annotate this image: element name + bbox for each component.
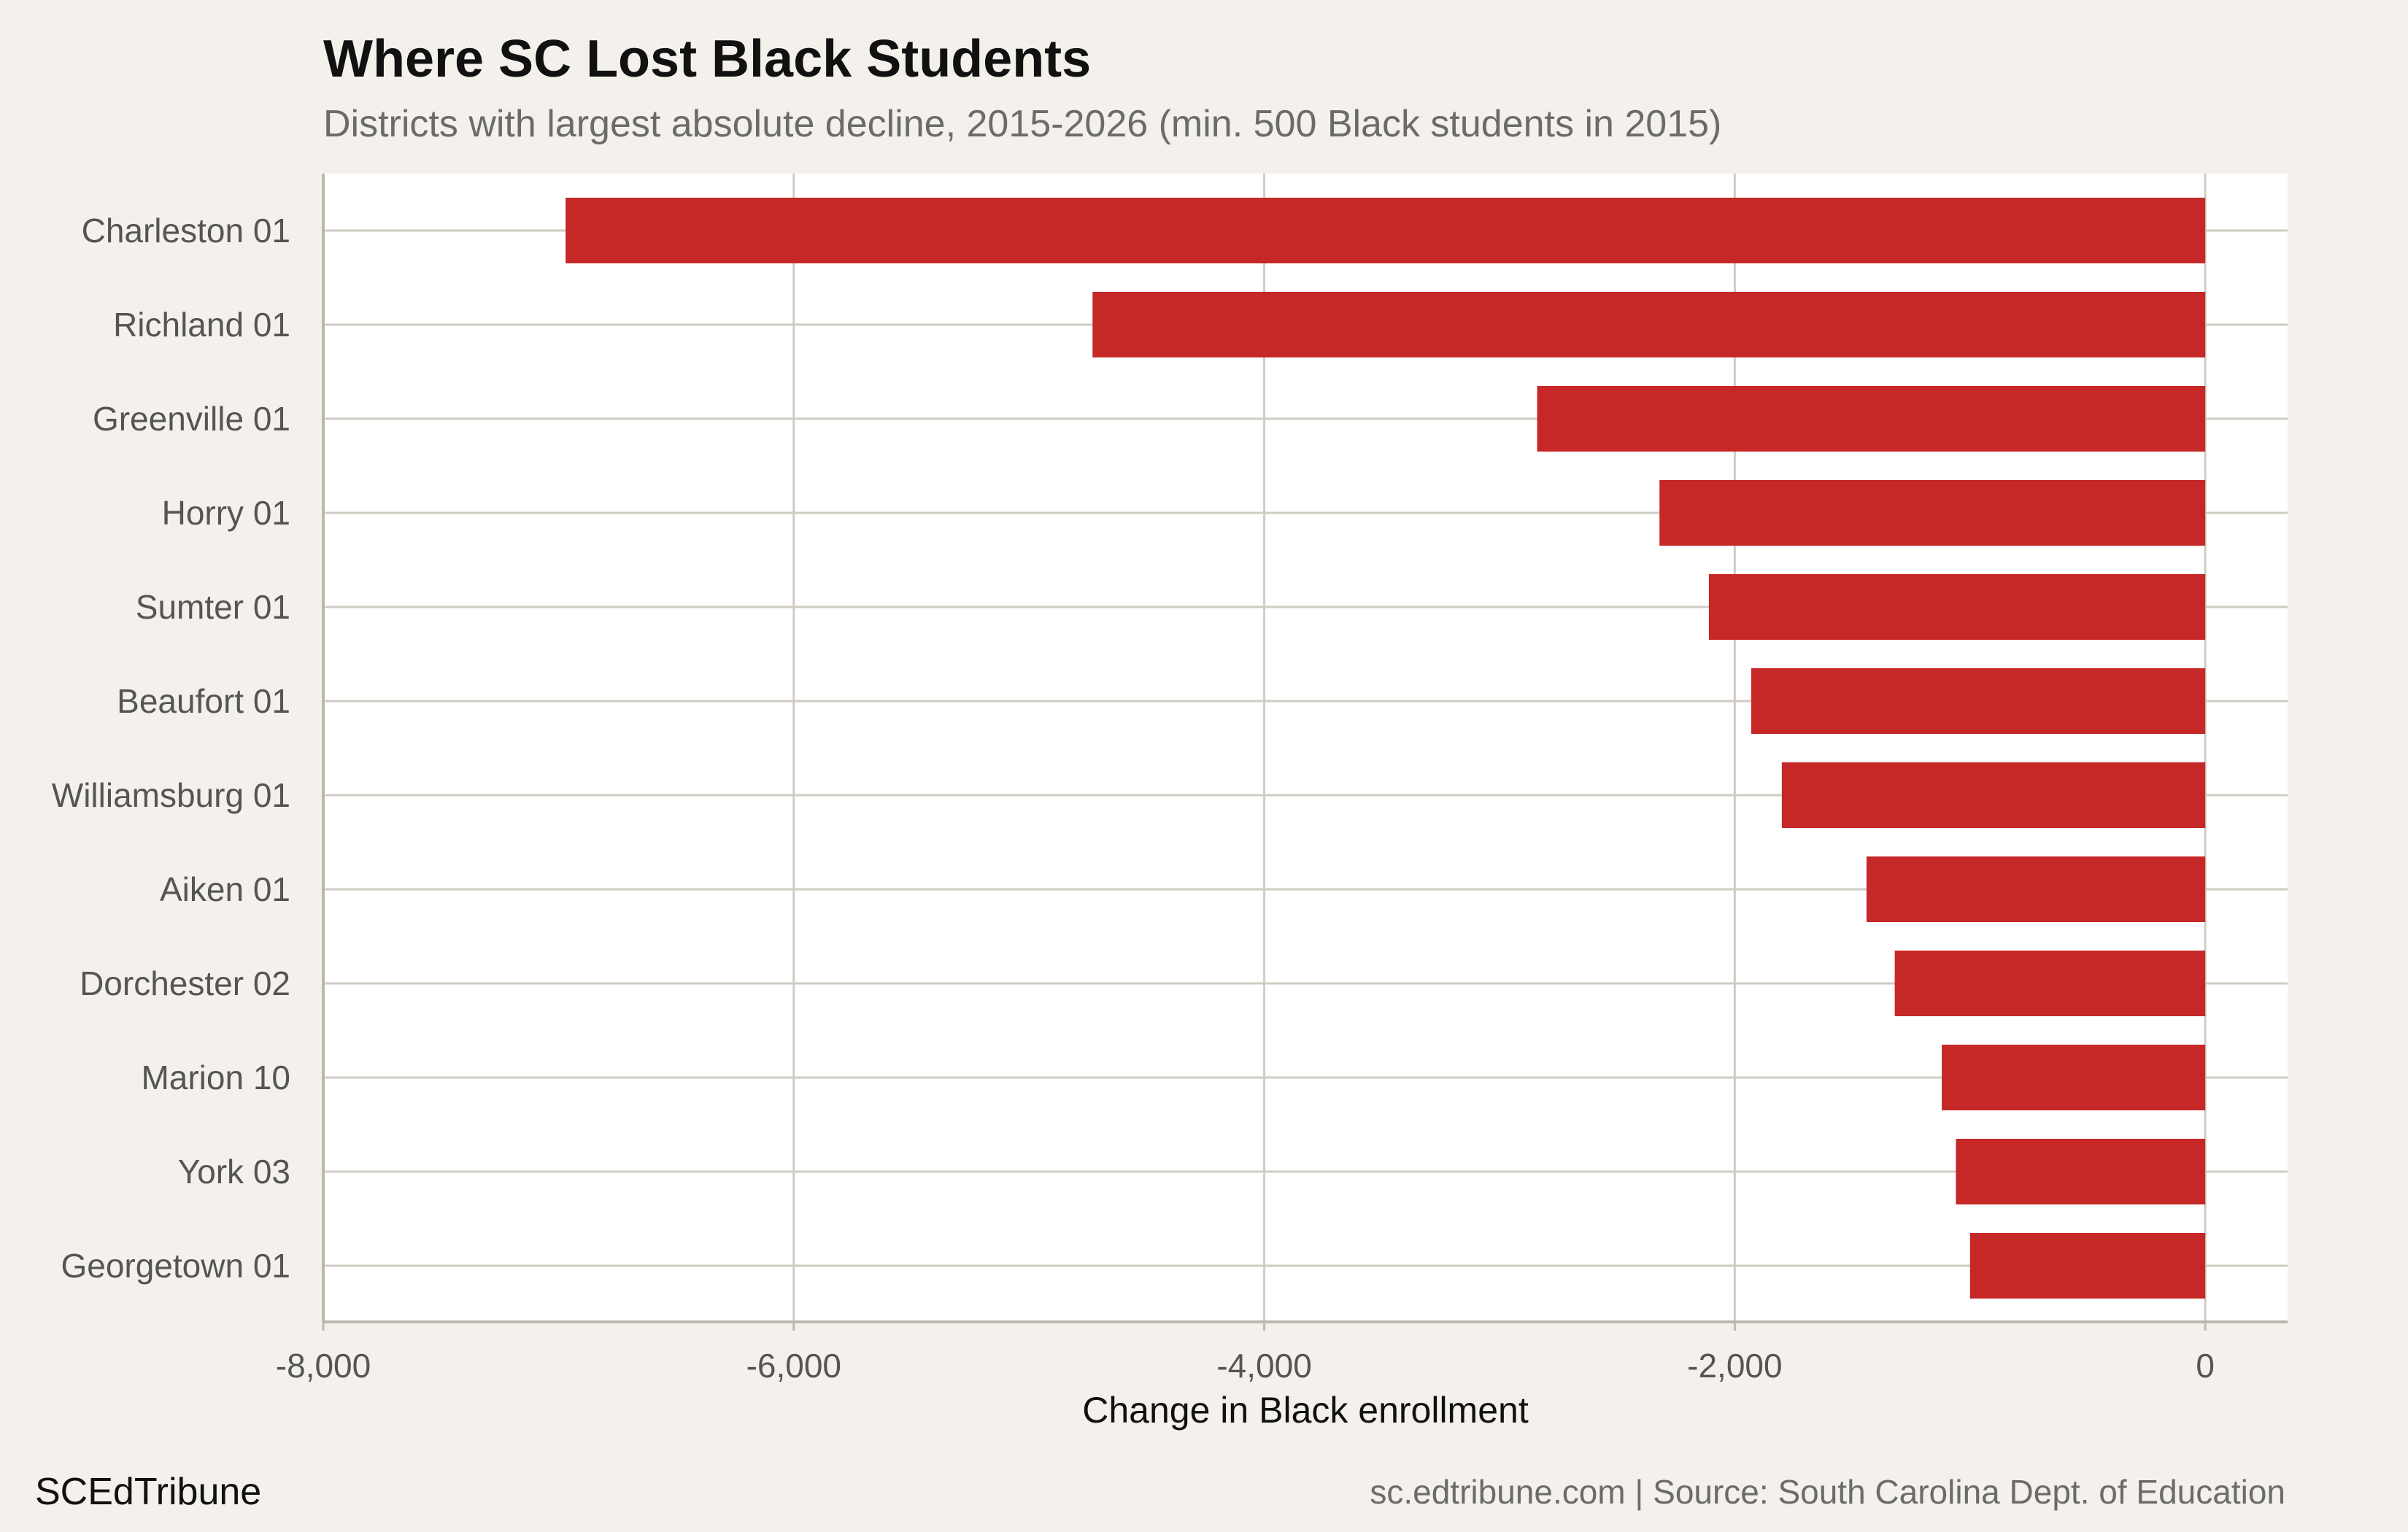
bar-williamsburg-01 (1781, 762, 2206, 828)
category-label: Marion 10 (141, 1059, 290, 1096)
source-caption: sc.edtribune.com | Source: South Carolin… (1370, 1473, 2285, 1511)
bar-marion-10 (1942, 1045, 2206, 1110)
category-label: Aiken 01 (160, 870, 290, 908)
bar-beaufort-01 (1751, 668, 2206, 734)
category-label: Richland 01 (113, 306, 290, 344)
x-tick-labels: -8,000 -6,000 -4,000 -2,000 0 (276, 1347, 2215, 1385)
bars (566, 198, 2206, 1299)
category-labels: Charleston 01 Richland 01 Greenville 01 Hor… (52, 212, 290, 1285)
brand-logo-text: SCEdTribune (35, 1471, 262, 1513)
bar-richland-01 (1092, 292, 2206, 357)
category-label: Beaufort 01 (117, 682, 290, 720)
chart-title: Where SC Lost Black Students (323, 30, 1092, 88)
bar-charleston-01 (566, 198, 2206, 263)
x-axis-title: Change in Black enrollment (1082, 1390, 1529, 1431)
category-label: Williamsburg 01 (52, 776, 290, 814)
bar-georgetown-01 (1969, 1233, 2206, 1299)
x-tick-label: 0 (2196, 1347, 2215, 1385)
category-label: Greenville 01 (93, 400, 290, 438)
category-label: Dorchester 02 (80, 964, 290, 1002)
category-label: York 03 (178, 1153, 290, 1191)
bar-aiken-01 (1866, 856, 2206, 922)
bar-york-03 (1956, 1139, 2206, 1204)
plot-panel (323, 174, 2288, 1322)
bar-sumter-01 (1708, 574, 2206, 640)
axes (322, 174, 2288, 1331)
category-label: Horry 01 (162, 494, 290, 532)
bar-dorchester-02 (1894, 951, 2206, 1016)
category-label: Sumter 01 (136, 588, 290, 626)
x-tick-label: -6,000 (746, 1347, 841, 1385)
x-tick-label: -4,000 (1216, 1347, 1311, 1385)
category-label: Charleston 01 (82, 212, 290, 249)
chart-subtitle: Districts with largest absolute decline,… (323, 103, 1722, 145)
x-tick-label: -2,000 (1687, 1347, 1782, 1385)
bar-horry-01 (1659, 480, 2206, 546)
x-tick-label: -8,000 (276, 1347, 371, 1385)
category-label: Georgetown 01 (61, 1247, 290, 1285)
bar-greenville-01 (1537, 386, 2206, 452)
